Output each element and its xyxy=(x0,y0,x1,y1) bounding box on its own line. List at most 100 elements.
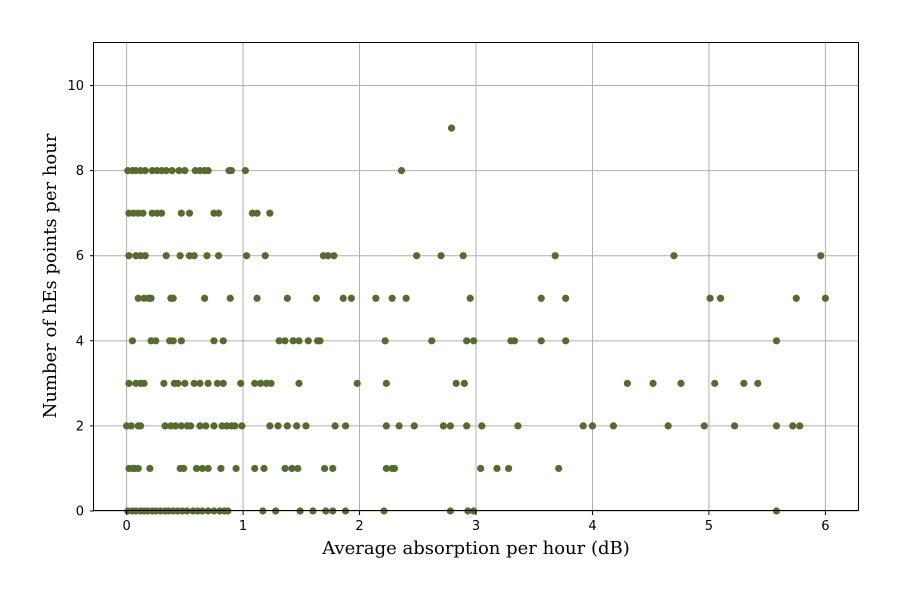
data-point xyxy=(141,252,149,260)
data-point xyxy=(294,464,302,473)
x-axis-label: Average absorption per hour (dB) xyxy=(321,538,630,559)
data-point xyxy=(320,464,329,473)
data-point xyxy=(190,379,198,387)
data-point xyxy=(381,337,389,345)
data-point xyxy=(295,379,303,387)
data-point xyxy=(460,379,468,387)
data-point xyxy=(478,422,486,430)
data-point xyxy=(219,337,227,345)
data-point xyxy=(217,464,225,473)
data-point xyxy=(192,464,201,473)
data-point xyxy=(505,464,513,473)
data-point xyxy=(180,464,188,473)
data-point xyxy=(140,379,148,387)
x-tick-label: 0 xyxy=(122,519,130,534)
data-point xyxy=(388,294,396,302)
data-point xyxy=(493,464,501,473)
data-point xyxy=(304,337,312,345)
data-point xyxy=(397,167,406,175)
data-point xyxy=(157,209,166,217)
data-point xyxy=(463,337,471,345)
y-tick-label: 10 xyxy=(67,79,84,94)
data-point xyxy=(134,464,142,473)
data-point xyxy=(353,379,361,387)
y-tick-label: 4 xyxy=(76,334,84,349)
x-tick-label: 2 xyxy=(355,519,363,534)
data-point xyxy=(402,294,410,302)
data-point xyxy=(253,294,261,302)
data-point xyxy=(789,422,797,430)
data-point xyxy=(466,294,474,302)
data-point xyxy=(514,422,522,430)
data-point xyxy=(136,422,145,430)
data-point xyxy=(203,252,211,260)
data-point xyxy=(562,294,570,302)
data-point xyxy=(187,422,195,430)
data-point xyxy=(293,422,301,430)
y-tick-label: 6 xyxy=(76,249,84,264)
data-point xyxy=(428,337,436,345)
data-point xyxy=(382,422,390,430)
data-point xyxy=(295,337,303,345)
y-tick-label: 2 xyxy=(76,419,84,434)
data-point xyxy=(452,379,460,387)
data-point xyxy=(185,209,194,217)
data-point xyxy=(152,337,160,345)
data-point xyxy=(266,422,274,430)
data-point xyxy=(198,464,206,473)
data-point xyxy=(215,209,223,217)
data-point xyxy=(251,464,259,473)
data-point xyxy=(241,167,250,175)
data-point xyxy=(324,252,332,260)
data-point xyxy=(219,379,227,387)
data-point xyxy=(204,167,212,175)
data-point xyxy=(331,422,339,430)
data-point xyxy=(181,167,189,175)
y-tick-label: 0 xyxy=(76,505,84,520)
data-point xyxy=(289,337,297,345)
data-point xyxy=(623,379,632,387)
data-point xyxy=(312,294,321,302)
data-point xyxy=(700,422,708,430)
data-point xyxy=(372,294,380,302)
data-point xyxy=(664,422,672,430)
x-tick-label: 5 xyxy=(705,519,713,534)
data-point xyxy=(177,209,185,217)
data-point xyxy=(204,379,212,387)
x-tick-label: 4 xyxy=(588,519,596,534)
data-point xyxy=(330,252,338,260)
data-point xyxy=(213,379,222,387)
data-point xyxy=(238,422,246,430)
data-point xyxy=(125,252,133,260)
data-point xyxy=(161,422,169,430)
data-point xyxy=(237,379,245,387)
y-axis-label: Number of hEs points per hour xyxy=(40,133,61,418)
data-point xyxy=(716,294,725,302)
data-point xyxy=(670,252,678,260)
data-point xyxy=(329,464,337,473)
data-point xyxy=(128,337,137,345)
data-point xyxy=(253,209,261,217)
x-tick-label: 6 xyxy=(821,519,829,534)
plot-area-frame xyxy=(93,42,859,511)
data-point xyxy=(196,422,204,430)
data-point xyxy=(477,464,485,473)
data-point xyxy=(447,124,456,132)
data-point xyxy=(274,422,282,430)
data-point xyxy=(162,167,170,175)
data-point xyxy=(551,252,559,260)
data-point xyxy=(281,464,289,473)
data-point xyxy=(169,337,177,345)
data-point xyxy=(413,252,421,260)
data-point xyxy=(232,464,240,473)
data-point xyxy=(190,252,198,260)
data-point xyxy=(210,337,218,345)
data-point xyxy=(181,379,189,387)
data-point xyxy=(730,422,739,430)
data-point xyxy=(649,379,657,387)
data-point xyxy=(256,379,265,387)
data-point xyxy=(139,209,147,217)
data-point xyxy=(162,252,170,260)
data-point xyxy=(395,422,403,430)
